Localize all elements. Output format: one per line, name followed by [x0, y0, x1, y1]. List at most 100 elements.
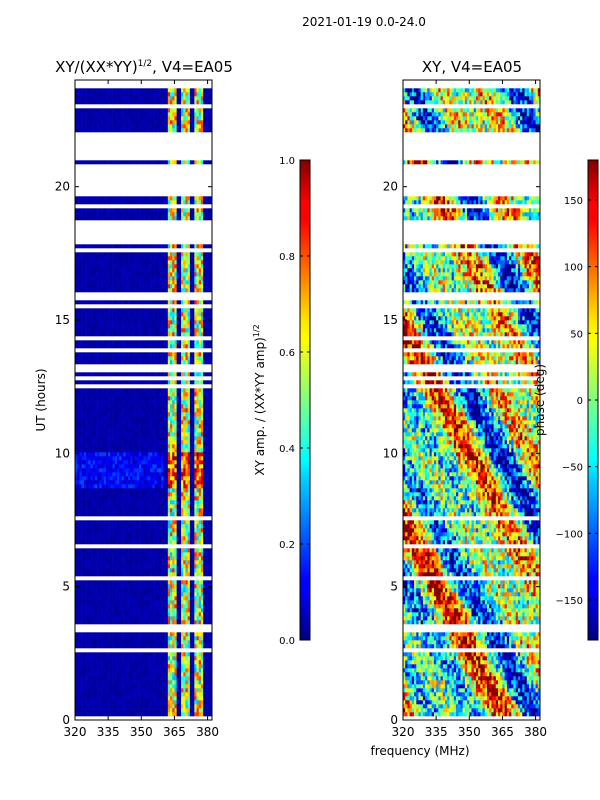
heatmap-cell — [116, 644, 120, 649]
heatmap-cell — [183, 636, 186, 641]
heatmap-cell — [103, 644, 107, 649]
heatmap-cell — [110, 412, 113, 417]
heatmap-cell — [116, 564, 120, 569]
heatmap-cell — [99, 536, 102, 541]
heatmap-cell — [139, 380, 142, 385]
heatmap-cell — [125, 452, 129, 457]
heatmap-cell — [189, 492, 193, 497]
heatmap-cell — [88, 692, 91, 697]
heatmap-cell — [139, 700, 142, 705]
heatmap-cell — [132, 608, 135, 613]
heatmap-cell — [203, 440, 206, 445]
heatmap-cell — [198, 564, 202, 569]
heatmap-cell — [189, 464, 193, 469]
heatmap-cell — [128, 536, 131, 541]
heatmap-cell — [105, 656, 109, 661]
heatmap-cell — [150, 616, 153, 621]
heatmap-cell — [200, 360, 204, 365]
heatmap-cell — [99, 620, 102, 625]
heatmap-cell — [174, 536, 177, 541]
heatmap-cell — [103, 552, 107, 557]
heatmap-cell — [86, 456, 89, 461]
heatmap-cell — [128, 672, 131, 677]
heatmap-cell — [189, 664, 193, 669]
heatmap-cell — [116, 676, 120, 681]
heatmap-cell — [132, 476, 135, 481]
heatmap-cell — [114, 456, 118, 461]
heatmap-cell — [119, 448, 122, 453]
heatmap-cell — [114, 532, 118, 537]
heatmap-cell — [94, 456, 98, 461]
heatmap-cell — [121, 528, 124, 533]
heatmap-cell — [163, 476, 166, 481]
heatmap-cell — [99, 668, 102, 673]
heatmap-cell — [174, 528, 177, 533]
heatmap-cell — [132, 612, 135, 617]
heatmap-cell — [92, 408, 96, 413]
heatmap-cell — [132, 444, 135, 449]
heatmap-cell — [116, 416, 120, 421]
heatmap-cell — [156, 508, 160, 513]
heatmap-cell — [187, 668, 191, 673]
heatmap-cell — [110, 652, 113, 657]
heatmap-cell — [103, 472, 107, 477]
heatmap-cell — [178, 388, 182, 393]
heatmap-cell — [119, 428, 122, 433]
heatmap-cell — [79, 672, 82, 677]
heatmap-cell — [156, 680, 160, 685]
heatmap-cell — [75, 540, 78, 545]
heatmap-cell — [170, 540, 173, 545]
heatmap-cell — [176, 416, 180, 421]
heatmap-cell — [200, 588, 204, 593]
heatmap-cell — [178, 396, 182, 401]
heatmap-cell — [158, 484, 162, 489]
heatmap-cell — [92, 616, 96, 621]
heatmap-cell — [81, 404, 85, 409]
heatmap-cell — [81, 672, 85, 677]
heatmap-cell — [150, 456, 153, 461]
heatmap-cell — [158, 584, 162, 589]
heatmap-cell — [187, 676, 191, 681]
heatmap-cell — [185, 500, 188, 505]
heatmap-cell — [110, 352, 113, 357]
heatmap-cell — [136, 428, 140, 433]
heatmap-cell — [114, 408, 118, 413]
heatmap-cell — [81, 396, 85, 401]
heatmap-cell — [116, 388, 120, 393]
heatmap-cell — [158, 568, 162, 573]
heatmap-cell — [81, 532, 85, 537]
heatmap-cell — [134, 644, 138, 649]
heatmap-cell — [154, 668, 158, 673]
heatmap-cell — [147, 520, 151, 525]
heatmap-cell — [130, 432, 133, 437]
heatmap-cell — [170, 420, 173, 425]
heatmap-cell — [101, 660, 105, 665]
heatmap-cell — [79, 592, 82, 597]
heatmap-cell — [172, 556, 175, 561]
heatmap-cell — [200, 664, 204, 669]
heatmap-cell — [130, 568, 133, 573]
heatmap-cell — [92, 704, 96, 709]
heatmap-cell — [75, 668, 78, 673]
heatmap-cell — [86, 480, 89, 485]
heatmap-cell — [92, 388, 96, 393]
heatmap-cell — [134, 664, 138, 669]
heatmap-cell — [172, 604, 175, 609]
heatmap-cell — [183, 556, 186, 561]
heatmap-cell — [209, 656, 213, 661]
heatmap-cell — [88, 524, 91, 529]
heatmap-cell — [185, 392, 188, 397]
heatmap-cell — [130, 356, 133, 361]
heatmap-cell — [136, 708, 140, 713]
heatmap-cell — [172, 668, 175, 673]
heatmap-cell — [145, 356, 149, 361]
heatmap-cell — [116, 512, 120, 517]
heatmap-cell — [200, 492, 204, 497]
heatmap-cell — [94, 420, 98, 425]
heatmap-cell — [86, 704, 89, 709]
heatmap-cell — [92, 712, 96, 717]
heatmap-cell — [90, 640, 93, 645]
heatmap-cell — [150, 596, 153, 601]
heatmap-cell — [172, 560, 175, 565]
heatmap-cell — [108, 672, 111, 677]
